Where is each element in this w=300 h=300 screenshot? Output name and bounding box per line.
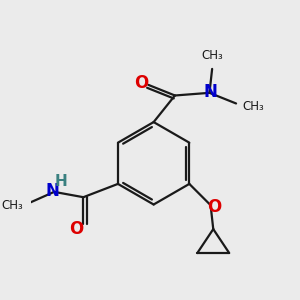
Text: N: N — [46, 182, 60, 200]
Text: CH₃: CH₃ — [201, 49, 223, 62]
Text: CH₃: CH₃ — [243, 100, 265, 112]
Text: CH₃: CH₃ — [2, 199, 24, 212]
Text: N: N — [204, 82, 218, 100]
Text: H: H — [54, 174, 67, 189]
Text: O: O — [207, 197, 221, 215]
Text: O: O — [70, 220, 84, 238]
Text: O: O — [134, 74, 149, 92]
